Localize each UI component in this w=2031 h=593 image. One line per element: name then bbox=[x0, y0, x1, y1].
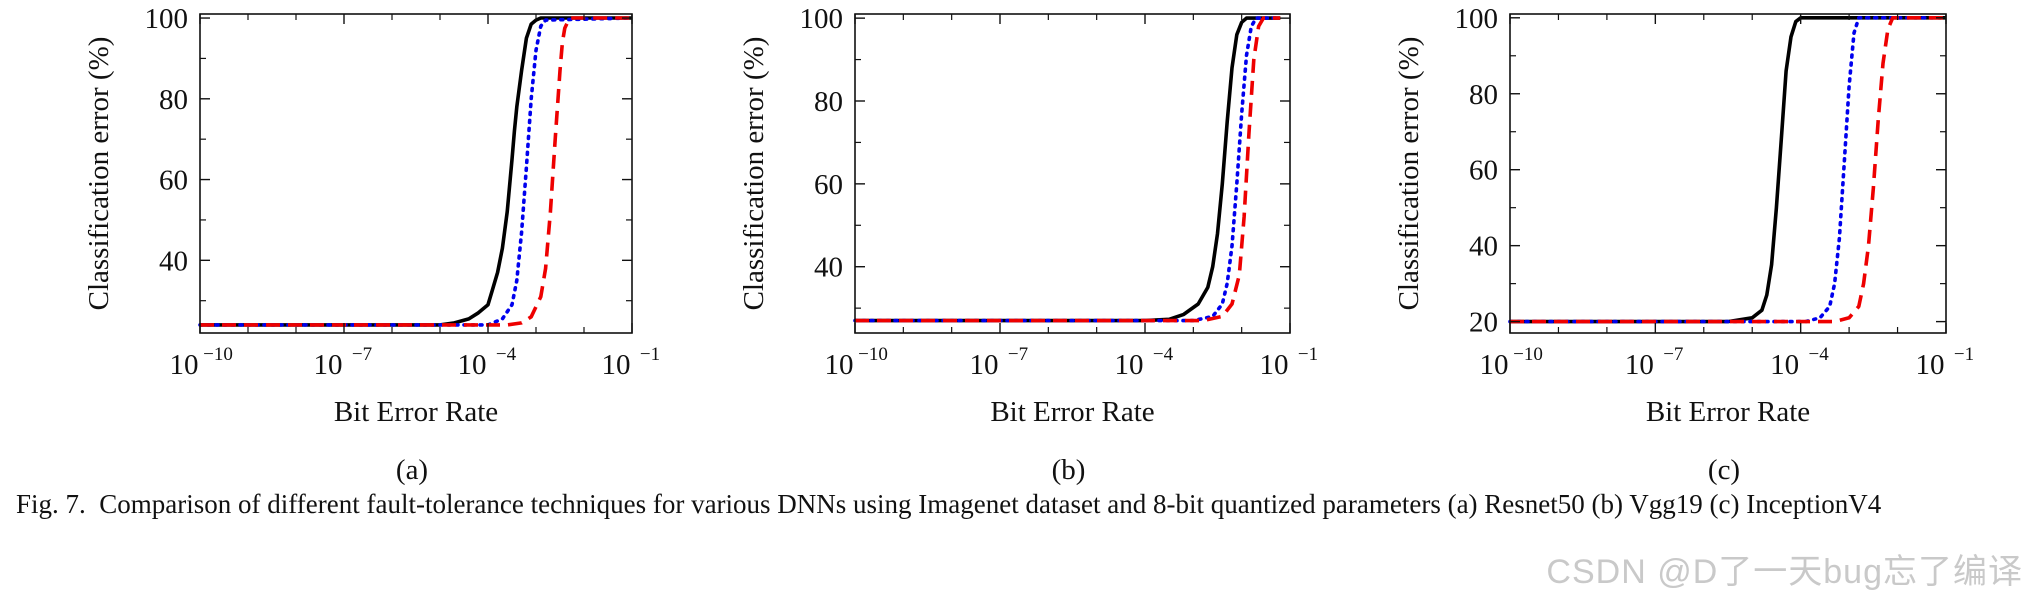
x-tick-exponent: −10 bbox=[858, 344, 888, 365]
x-axis-label: Bit Error Rate bbox=[990, 396, 1154, 428]
x-tick-exponent: −7 bbox=[1008, 344, 1028, 365]
x-tick-exponent: −4 bbox=[1153, 344, 1174, 365]
x-tick-exponent: −1 bbox=[640, 344, 660, 365]
x-tick-label: 10 bbox=[1770, 349, 1799, 381]
y-tick-label: 40 bbox=[814, 252, 843, 284]
x-tick-label: 10 bbox=[602, 349, 631, 381]
series-line-solid bbox=[200, 16, 632, 327]
caption-label: Fig. 7. bbox=[16, 489, 86, 519]
x-axis-label: Bit Error Rate bbox=[1646, 396, 1810, 428]
y-tick-label: 100 bbox=[1455, 3, 1499, 35]
y-tick-label: 40 bbox=[159, 245, 188, 277]
y-tick-label: 80 bbox=[159, 84, 188, 116]
caption-text: Comparison of different fault-tolerance … bbox=[99, 489, 1882, 519]
series-line-dashed bbox=[1510, 16, 1946, 324]
figure-caption: Fig. 7. Comparison of different fault-to… bbox=[16, 486, 2021, 522]
panel-label: (b) bbox=[1052, 454, 1086, 486]
x-axis-label: Bit Error Rate bbox=[334, 396, 498, 428]
series-line-dotted bbox=[1508, 16, 1948, 324]
x-tick-label: 10 bbox=[314, 349, 343, 381]
y-tick-label: 80 bbox=[814, 86, 843, 118]
series-line-solid bbox=[855, 16, 1281, 323]
x-tick-label: 10 bbox=[1916, 349, 1945, 381]
x-tick-label: 10 bbox=[970, 349, 999, 381]
x-tick-exponent: −10 bbox=[1513, 344, 1543, 365]
y-tick-label: 100 bbox=[145, 3, 189, 35]
y-axis-label: Classification error (%) bbox=[83, 37, 115, 311]
x-tick-exponent: −1 bbox=[1954, 344, 1974, 365]
x-tick-label: 10 bbox=[1625, 349, 1654, 381]
series-line-dotted bbox=[198, 16, 634, 327]
y-tick-label: 100 bbox=[800, 3, 844, 35]
y-tick-label: 20 bbox=[1469, 307, 1498, 339]
y-axis-label: Classification error (%) bbox=[738, 37, 770, 311]
y-axis-label: Classification error (%) bbox=[1393, 37, 1425, 311]
x-tick-label: 10 bbox=[458, 349, 487, 381]
y-tick-label: 60 bbox=[159, 165, 188, 197]
x-tick-label: 10 bbox=[1115, 349, 1144, 381]
panel-label: (a) bbox=[396, 454, 428, 486]
watermark: CSDN @D了一天bug忘了编译 bbox=[1546, 553, 2023, 591]
y-tick-label: 40 bbox=[1469, 231, 1498, 263]
x-tick-exponent: −4 bbox=[1809, 344, 1830, 365]
x-tick-label: 10 bbox=[825, 349, 854, 381]
x-tick-exponent: −1 bbox=[1298, 344, 1318, 365]
y-tick-label: 60 bbox=[814, 169, 843, 201]
plot-frame bbox=[854, 13, 1291, 334]
series-line-solid bbox=[1510, 16, 1946, 324]
y-tick-label: 60 bbox=[1469, 155, 1498, 187]
x-tick-exponent: −7 bbox=[352, 344, 372, 365]
plot-frame bbox=[1509, 13, 1947, 334]
x-tick-exponent: −7 bbox=[1663, 344, 1683, 365]
x-tick-label: 10 bbox=[1260, 349, 1289, 381]
series-line-dashed bbox=[855, 16, 1281, 323]
y-tick-label: 80 bbox=[1469, 79, 1498, 111]
series-line-dotted bbox=[853, 16, 1283, 323]
series-line-dashed bbox=[200, 16, 632, 327]
x-tick-label: 10 bbox=[1480, 349, 1509, 381]
plot-frame bbox=[199, 13, 633, 334]
x-tick-exponent: −10 bbox=[203, 344, 233, 365]
x-tick-exponent: −4 bbox=[496, 344, 517, 365]
panel-label: (c) bbox=[1708, 454, 1740, 486]
x-tick-label: 10 bbox=[170, 349, 199, 381]
